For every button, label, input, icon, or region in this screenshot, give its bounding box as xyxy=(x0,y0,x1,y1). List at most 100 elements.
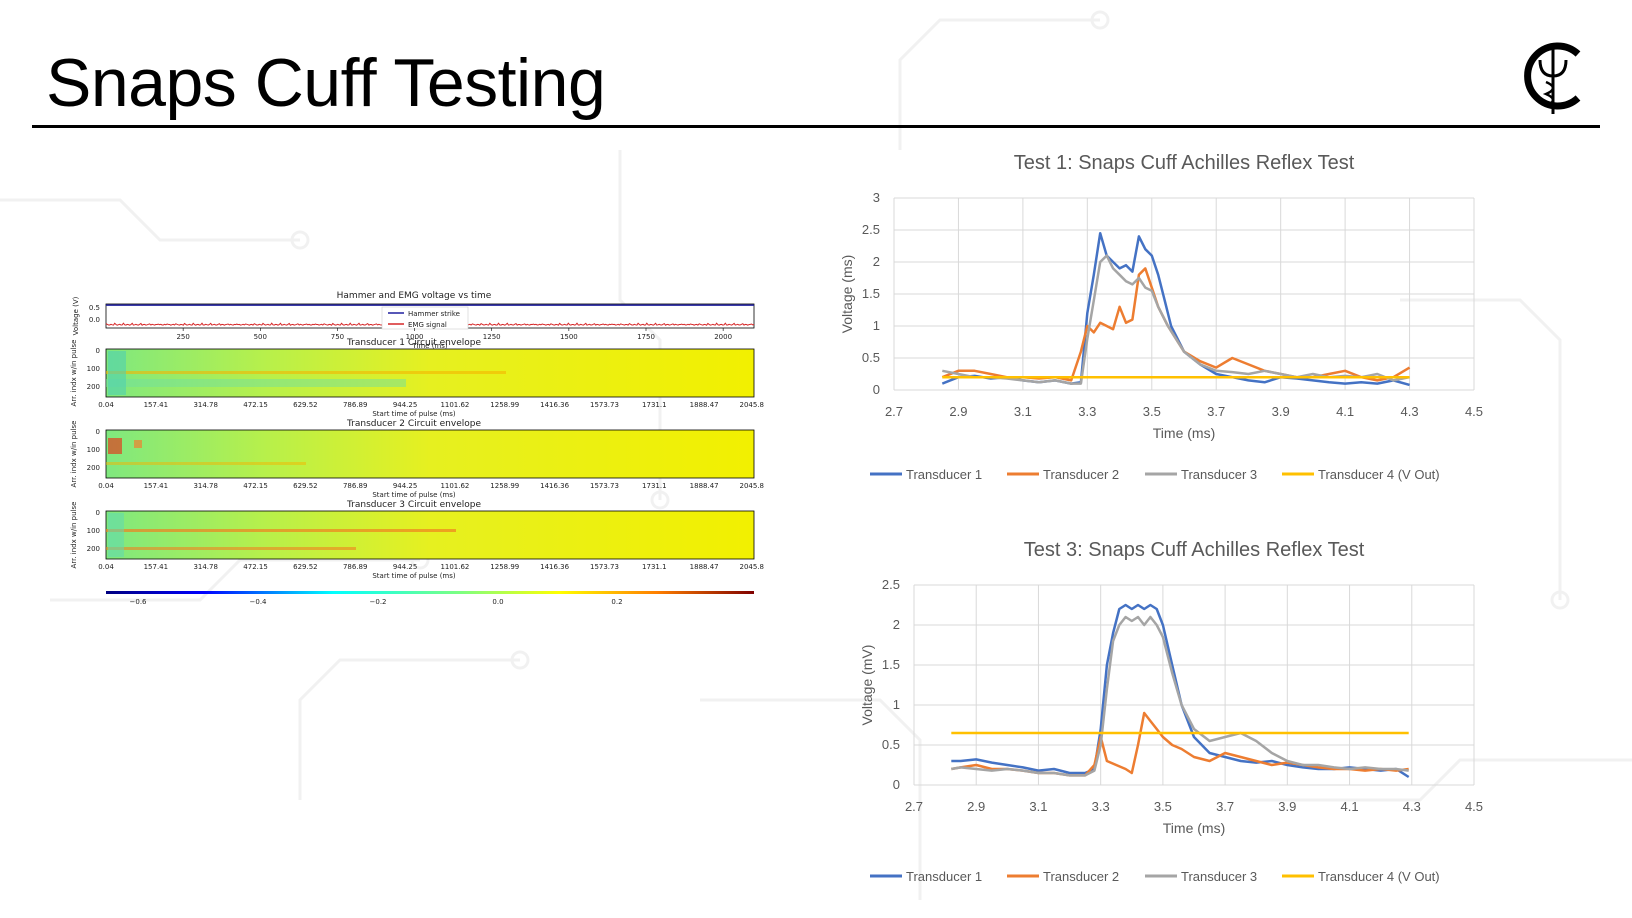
test3-chart: Test 3: Snaps Cuff Achilles Reflex Test 0… xyxy=(830,530,1570,900)
test1-chart-svg: Test 1: Snaps Cuff Achilles Reflex Test 0… xyxy=(839,152,1483,482)
x-tick-label: 3.3 xyxy=(1078,404,1096,419)
heatmap-xtick: 157.41 xyxy=(144,482,169,490)
heatmap-title: Transducer 1 Circuit envelope xyxy=(346,338,481,348)
hammer-emg-legend: Hammer strike EMG signal xyxy=(381,306,469,330)
y-tick-label: 2 xyxy=(893,617,900,632)
heatmap-xtick: 2045.83 xyxy=(740,482,764,490)
heatmap-xtick: 944.25 xyxy=(393,563,418,571)
heatmap-streak xyxy=(108,351,126,395)
heatmap-streak xyxy=(106,529,456,532)
heatmap-streak xyxy=(106,462,306,465)
gridlines xyxy=(913,584,1475,786)
heatmap-xtick: 1573.73 xyxy=(590,563,619,571)
test1-chart: Test 1: Snaps Cuff Achilles Reflex Test 0… xyxy=(830,150,1570,510)
hammer-emg-title: Hammer and EMG voltage vs time xyxy=(337,291,492,301)
heatmap-xtick: 0.04 xyxy=(98,563,114,571)
heatmap-xtick: 1416.36 xyxy=(540,563,569,571)
hammer-xtick-label: 1500 xyxy=(560,333,578,341)
heatmap-ytick: 100 xyxy=(87,365,100,373)
heatmap-xtick: 1101.62 xyxy=(440,482,469,490)
heatmap-xtick: 786.89 xyxy=(343,482,368,490)
heatmap-xtick: 629.52 xyxy=(293,563,318,571)
heatmap-streak xyxy=(106,371,506,374)
hammer-xtick-label: 750 xyxy=(331,333,344,341)
heatmap-xtick: 1573.73 xyxy=(590,482,619,490)
legend-label: Transducer 3 xyxy=(1181,467,1257,482)
heatmap-xtick: 629.52 xyxy=(293,401,318,409)
heatmap-xtick: 314.78 xyxy=(193,482,218,490)
heatmap-streak xyxy=(106,547,356,550)
heatmap-xtick: 1888.47 xyxy=(690,482,719,490)
x-axis-label: Time (ms) xyxy=(1163,820,1225,836)
series-line-2 xyxy=(941,267,1411,382)
slide-title: Snaps Cuff Testing xyxy=(46,45,606,121)
heatmap-title: Transducer 3 Circuit envelope xyxy=(346,500,481,510)
heatmap-xtick: 1101.62 xyxy=(440,401,469,409)
y-tick-label: 0.5 xyxy=(882,737,900,752)
heatmap-xtick: 1416.36 xyxy=(540,401,569,409)
x-tick-label: 4.3 xyxy=(1401,404,1419,419)
heatmap-xtick: 1888.47 xyxy=(690,401,719,409)
hammer-xtick-label: 1250 xyxy=(483,333,501,341)
heatmap-image xyxy=(105,429,755,479)
heatmap-xtick: 157.41 xyxy=(144,563,169,571)
legend-label: Transducer 4 (V Out) xyxy=(1318,467,1440,482)
heatmap-xtick: 0.04 xyxy=(98,401,114,409)
heatmap-streak xyxy=(108,438,122,454)
heatmap-xtick: 944.25 xyxy=(393,482,418,490)
heatmap-xtick: 472.15 xyxy=(243,563,267,571)
heatmap-ytick: 100 xyxy=(87,527,100,535)
heatmap-streak xyxy=(106,379,406,387)
heatmap-ytick: 200 xyxy=(87,545,100,553)
colorbar-ticks: −0.6 −0.4 −0.2 0.0 0.2 xyxy=(130,598,623,606)
x-tick-label: 3.9 xyxy=(1272,404,1290,419)
series-line-3 xyxy=(942,254,1410,385)
legend-emg-label: EMG signal xyxy=(408,321,447,329)
heatmap-xtick: 1258.99 xyxy=(490,401,519,409)
gridlines xyxy=(893,197,1475,391)
heatmap-ylabel: Arr. indx w/in pulse xyxy=(70,340,78,407)
x-tick-label: 2.7 xyxy=(905,799,923,814)
heatmap-xtick: 472.15 xyxy=(243,401,267,409)
y-axis-label: Voltage (ms) xyxy=(839,255,855,334)
x-tick-label: 4.1 xyxy=(1336,404,1354,419)
legend-label: Transducer 1 xyxy=(906,869,982,884)
hammer-ylabel: Voltage (V) xyxy=(72,296,80,335)
heatmap-xtick: 1731.1 xyxy=(642,482,667,490)
x-tick-label: 3.5 xyxy=(1154,799,1172,814)
heatmap-xtick: 2045.83 xyxy=(740,563,764,571)
hammer-xtick-label: 1000 xyxy=(406,333,424,341)
y-tick-label: 0.5 xyxy=(862,350,880,365)
y-tick-label: 1 xyxy=(873,318,880,333)
heatmap-panel-1: Transducer 1 Circuit envelope 0 100 200 Arr.… xyxy=(70,338,768,418)
y-tick-label: 2.5 xyxy=(882,577,900,592)
heatmap-ytick: 0 xyxy=(96,428,100,436)
legend: Transducer 1 Transducer 2 Transducer 3 Tran… xyxy=(870,467,1440,482)
colorbar-tick-label: 0.0 xyxy=(492,598,503,606)
heatmap-xtick: 944.25 xyxy=(393,401,418,409)
legend-label: Transducer 1 xyxy=(906,467,982,482)
caduceus-icon xyxy=(1524,42,1581,114)
y-tick-label: 3 xyxy=(873,190,880,205)
hammer-xtick-label: 250 xyxy=(176,333,189,341)
x-tick-label: 3.1 xyxy=(1029,799,1047,814)
heatmap-title: Transducer 2 Circuit envelope xyxy=(346,419,481,429)
heatmap-panels: Transducer 1 Circuit envelope 0 100 200 Arr.… xyxy=(70,338,768,580)
x-tick-label: 3.9 xyxy=(1278,799,1296,814)
heatmap-streak xyxy=(108,513,124,557)
heatmap-ylabel: Arr. indx w/in pulse xyxy=(70,421,78,488)
x-tick-label: 2.9 xyxy=(967,799,985,814)
heatmap-xtick: 1258.99 xyxy=(490,563,519,571)
colorbar-tick-label: −0.2 xyxy=(370,598,387,606)
legend-label: Transducer 2 xyxy=(1043,467,1119,482)
legend-label: Transducer 2 xyxy=(1043,869,1119,884)
heatmap-xtick: 1101.62 xyxy=(440,563,469,571)
colorbar-tick-label: 0.2 xyxy=(611,598,622,606)
colorbar xyxy=(106,591,754,594)
heatmap-xlabel: Start time of pulse (ms) xyxy=(372,572,456,580)
heatmap-xtick: 629.52 xyxy=(293,482,318,490)
logo xyxy=(1524,42,1581,114)
chart-title: Test 1: Snaps Cuff Achilles Reflex Test xyxy=(1014,152,1355,174)
hammer-xtick-label: 2000 xyxy=(714,333,732,341)
